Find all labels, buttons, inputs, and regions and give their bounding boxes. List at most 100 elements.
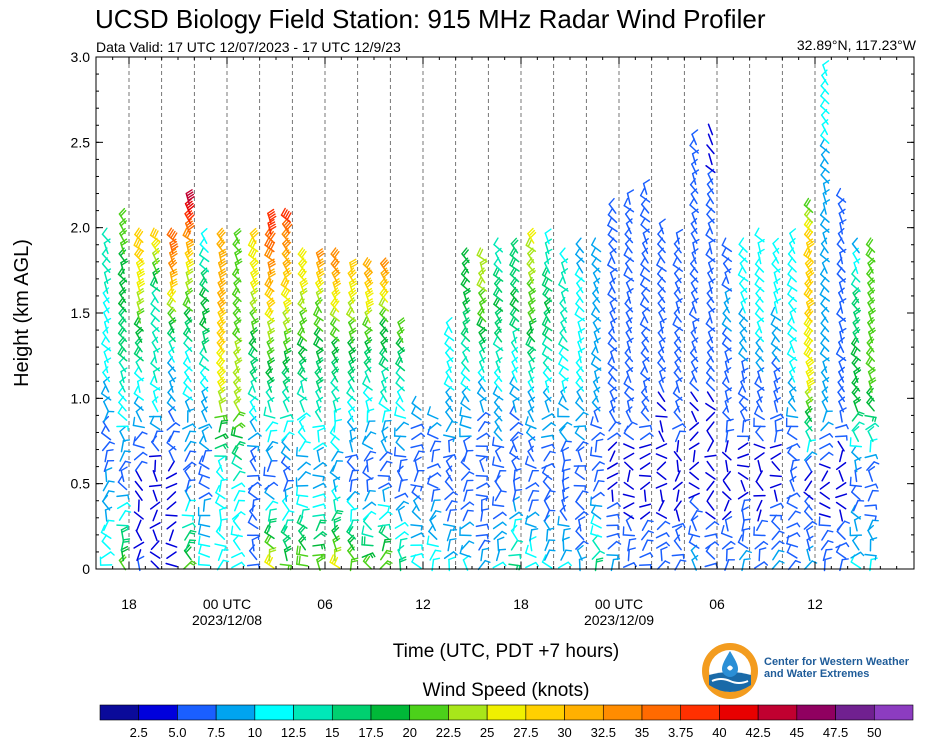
- wind-barb-flag: [170, 273, 178, 278]
- wind-barb-staff: [542, 422, 553, 431]
- wind-barb-flag: [737, 267, 743, 276]
- wind-barb-staff: [757, 509, 762, 522]
- wind-barb-flag: [590, 356, 596, 365]
- wind-barb-staff: [152, 509, 158, 522]
- wind-barb-flag: [268, 280, 274, 289]
- wind-barb-flag: [468, 540, 475, 544]
- wind-barb-staff: [655, 512, 668, 519]
- wind-barb-staff: [839, 222, 844, 235]
- wind-barb-flag: [186, 241, 194, 246]
- wind-barb-staff: [346, 500, 356, 511]
- wind-barb-staff: [724, 360, 729, 374]
- wind-barb-flag: [387, 511, 393, 515]
- wind-barb-flag: [807, 329, 813, 338]
- wind-barb-flag: [386, 560, 393, 564]
- wind-barb-flag: [300, 250, 307, 259]
- wind-barb-flag: [234, 248, 242, 254]
- wind-barb-staff: [821, 312, 829, 323]
- wind-barb-staff: [753, 534, 766, 537]
- wind-barb-flag: [295, 446, 298, 457]
- wind-barb-staff: [232, 302, 242, 313]
- wind-barb-staff: [835, 481, 847, 490]
- wind-barb-flag: [218, 289, 225, 296]
- wind-barb-flag: [562, 536, 570, 541]
- wind-barb-flag: [190, 529, 197, 533]
- wind-barb-staff: [864, 414, 877, 419]
- wind-barb-flag: [333, 537, 341, 543]
- wind-barb-flag: [865, 356, 872, 365]
- wind-barb-staff: [232, 539, 241, 551]
- wind-barb-staff: [724, 400, 730, 413]
- colorbar-swatch: [99, 704, 140, 721]
- wind-barb-flag: [762, 540, 769, 545]
- wind-barb-staff: [625, 311, 633, 324]
- wind-barb-flag: [682, 522, 686, 529]
- wind-barb-staff: [528, 440, 534, 453]
- wind-barb-staff: [151, 331, 159, 344]
- wind-barb-staff: [331, 391, 339, 403]
- wind-barb-flag: [323, 503, 327, 509]
- wind-barb-staff: [102, 311, 110, 324]
- wind-barb-staff: [313, 343, 324, 352]
- wind-barb-staff: [198, 462, 210, 470]
- wind-barb-staff: [725, 420, 728, 433]
- wind-barb-staff: [394, 521, 406, 529]
- wind-barb-staff: [689, 431, 699, 442]
- wind-barb-flag: [528, 229, 535, 237]
- wind-barb-staff: [690, 262, 699, 274]
- wind-barb-flag: [851, 336, 857, 345]
- wind-barb-staff: [673, 411, 683, 422]
- wind-barb-flag: [807, 361, 815, 368]
- wind-barb-staff: [181, 514, 195, 517]
- wind-barb-staff: [165, 542, 178, 548]
- wind-barb-flag: [314, 297, 322, 304]
- wind-barb-flag: [743, 518, 751, 521]
- wind-barb-staff: [393, 454, 407, 458]
- wind-barb-staff: [381, 370, 387, 383]
- wind-barb-flag: [202, 327, 210, 333]
- wind-barb-staff: [804, 470, 813, 481]
- wind-barb-staff: [495, 351, 501, 364]
- wind-barb-staff: [248, 411, 258, 422]
- wind-barb-flag: [796, 532, 801, 538]
- wind-barb-flag: [288, 510, 295, 513]
- wind-barb-staff: [512, 519, 517, 532]
- wind-barb-flag: [819, 247, 825, 256]
- wind-barb-flag: [807, 349, 813, 358]
- wind-barb-flag: [740, 287, 748, 294]
- wind-barb-staff: [786, 432, 798, 441]
- wind-barb-flag: [803, 346, 809, 355]
- wind-barb-flag: [786, 346, 792, 355]
- wind-barb-flag: [868, 299, 876, 306]
- wind-barb-staff: [658, 499, 665, 512]
- wind-barb-staff: [820, 283, 830, 293]
- wind-barb-staff: [623, 432, 635, 441]
- wind-barb-staff: [460, 521, 471, 530]
- wind-barb-staff: [395, 441, 405, 451]
- wind-barb-flag: [152, 247, 160, 254]
- wind-barb-staff: [606, 472, 619, 480]
- wind-barb-staff: [854, 459, 858, 473]
- wind-barb-staff: [658, 381, 665, 393]
- wind-barb-flag: [486, 523, 490, 530]
- wind-barb-flag: [136, 377, 145, 383]
- wind-barb-flag: [479, 299, 487, 306]
- wind-barb-flag: [524, 455, 529, 465]
- wind-barb-staff: [642, 232, 648, 245]
- wind-barb-staff: [688, 442, 700, 450]
- wind-barb-staff: [638, 424, 652, 428]
- wind-barb-staff: [430, 499, 436, 512]
- wind-barb-flag: [347, 297, 355, 304]
- wind-barb-staff: [836, 263, 846, 273]
- wind-barb-staff: [118, 391, 127, 402]
- wind-barb-staff: [741, 529, 745, 542]
- wind-barb-staff: [346, 491, 356, 501]
- wind-barb-staff: [867, 469, 874, 482]
- wind-barb-staff: [691, 341, 697, 354]
- wind-barb-flag: [168, 229, 174, 237]
- wind-barb-staff: [166, 551, 177, 559]
- wind-barb-flag: [280, 286, 287, 295]
- wind-barb-flag: [707, 267, 714, 274]
- wind-barb-staff: [197, 563, 211, 567]
- wind-barb-staff: [789, 391, 796, 403]
